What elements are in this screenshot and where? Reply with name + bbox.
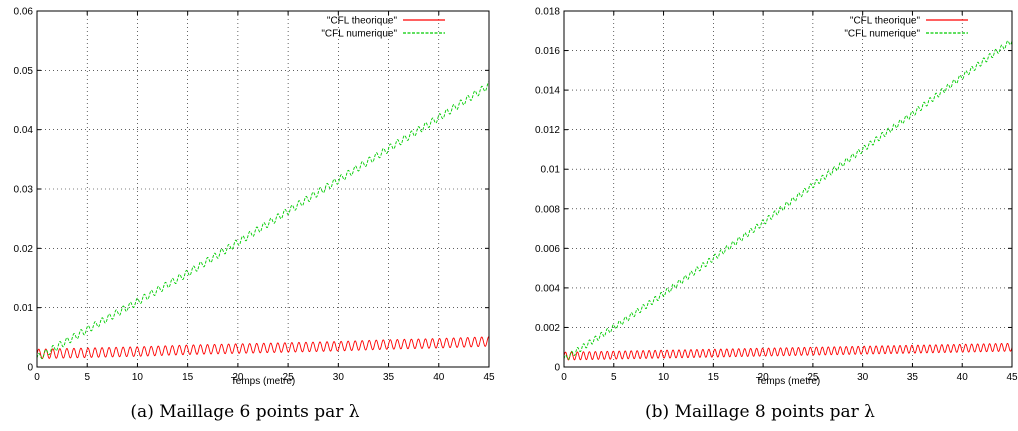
x-tick-label: 20 xyxy=(232,372,244,383)
x-tick-label: 35 xyxy=(383,372,395,383)
y-tick-label: 0.01 xyxy=(541,165,561,176)
x-tick-label: 45 xyxy=(483,372,495,383)
y-tick-label: 0.04 xyxy=(14,125,34,136)
y-tick-label: 0.008 xyxy=(535,204,560,215)
y-tick-label: 0 xyxy=(27,363,33,374)
y-tick-label: 0.06 xyxy=(14,7,34,18)
x-tick-label: 15 xyxy=(708,372,720,383)
y-tick-label: 0 xyxy=(554,363,560,374)
y-tick-label: 0.006 xyxy=(535,244,560,255)
figure-caption: (b) Maillage 8 points par λ xyxy=(645,402,875,422)
series-line-cfl-theorique xyxy=(563,342,1013,361)
x-tick-label: 0 xyxy=(561,372,567,383)
y-tick-label: 0.012 xyxy=(535,125,560,136)
x-tick-label: 40 xyxy=(433,372,445,383)
x-tick-label: 5 xyxy=(84,372,90,383)
x-tick-label: 20 xyxy=(758,372,770,383)
legend-label: "CFL numerique" xyxy=(321,29,397,40)
legend-label: "CFL numerique" xyxy=(844,29,920,40)
figure-caption: (a) Maillage 6 points par λ xyxy=(130,402,359,422)
x-tick-label: 5 xyxy=(611,372,617,383)
plot-frame xyxy=(36,10,490,368)
y-tick-label: 0.03 xyxy=(14,185,34,196)
y-tick-label: 0.002 xyxy=(535,323,560,334)
y-tick-label: 0.02 xyxy=(14,244,34,255)
x-tick-label: 10 xyxy=(658,372,670,383)
x-tick-label: 45 xyxy=(1006,372,1018,383)
y-tick-label: 0.018 xyxy=(535,7,560,18)
x-tick-label: 35 xyxy=(907,372,919,383)
x-axis-label: Temps (metre) xyxy=(231,376,295,387)
y-tick-label: 0.004 xyxy=(535,283,560,294)
y-tick-label: 0.01 xyxy=(14,303,34,314)
x-tick-label: 30 xyxy=(857,372,869,383)
x-tick-label: 15 xyxy=(182,372,194,383)
plot-frame xyxy=(563,10,1013,368)
x-tick-label: 25 xyxy=(283,372,295,383)
y-tick-label: 0.014 xyxy=(535,86,560,97)
series-line-cfl-numerique xyxy=(563,40,1013,360)
x-tick-label: 40 xyxy=(957,372,969,383)
panel-a: 0 5 10 15 20 25 30 35 40 45 0 0.01 0.02 0.03 0.04 0.05 0… xyxy=(14,7,495,423)
series-line-cfl-numerique xyxy=(36,81,490,360)
panel-b: 0 5 10 15 20 25 30 35 40 45 0 0.002 0.004 0.006 0.008 0… xyxy=(535,7,1018,423)
x-tick-label: 0 xyxy=(34,372,40,383)
x-tick-label: 10 xyxy=(132,372,144,383)
x-axis-label: Temps (metre) xyxy=(756,376,820,387)
series-line-cfl-theorique xyxy=(36,336,490,360)
y-tick-label: 0.05 xyxy=(14,66,34,77)
y-tick-label: 0.016 xyxy=(535,46,560,57)
x-tick-label: 25 xyxy=(807,372,819,383)
x-tick-label: 30 xyxy=(333,372,345,383)
legend-label: "CFL theorique" xyxy=(850,16,921,27)
legend-label: "CFL theorique" xyxy=(327,16,398,27)
